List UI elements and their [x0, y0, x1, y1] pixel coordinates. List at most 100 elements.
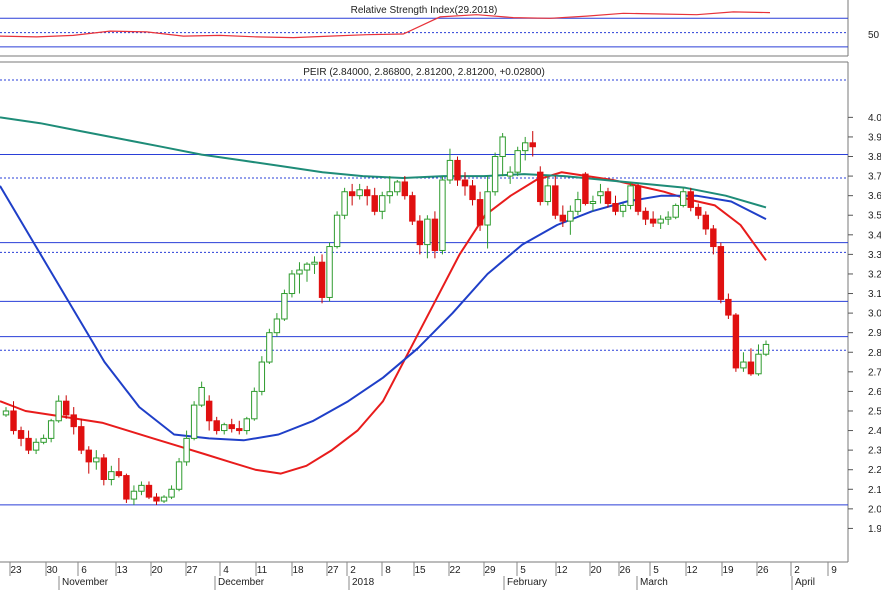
date-axis: 23 30 6 13 20 27 4 11 18 27 2 8 15 22 29 5 12 20 26 5 12 19 26…: [9, 562, 837, 590]
x-day-label: 18: [292, 565, 304, 576]
x-day-label: 26: [619, 565, 631, 576]
candle-down: [552, 185, 559, 216]
candle-down: [78, 426, 85, 451]
x-day-label: 27: [327, 565, 339, 576]
y-tick-label: 3.8: [868, 152, 881, 163]
candle-up: [221, 424, 228, 432]
candle-up: [47, 420, 55, 439]
x-day-label: 19: [722, 565, 734, 576]
candle-down: [695, 206, 702, 216]
candle-up: [424, 218, 431, 246]
candle-down: [371, 195, 378, 212]
candle-up: [55, 400, 62, 422]
candle-down: [318, 261, 326, 298]
candle-down: [612, 202, 619, 212]
candle-up: [2, 410, 10, 416]
candle-up: [672, 204, 679, 218]
candle-down: [702, 214, 710, 230]
candle-down: [85, 449, 92, 463]
candle-up: [138, 484, 145, 492]
candle-up: [303, 263, 311, 271]
rsi-tick-label: 50: [868, 30, 880, 41]
y-tick-label: 3.4: [868, 230, 881, 241]
candle-down: [732, 314, 740, 369]
x-day-label: 6: [81, 565, 87, 576]
candle-up: [266, 332, 273, 363]
x-day-label: 8: [385, 565, 391, 576]
candle-up: [567, 210, 574, 222]
candle-down: [687, 191, 694, 208]
candle-up: [379, 195, 386, 212]
y-tick-label: 3.1: [868, 289, 881, 300]
y-tick-label: 2.4: [868, 426, 881, 437]
rsi-line: [0, 11, 771, 39]
candle-down: [537, 171, 544, 203]
y-tick-label: 2.2: [868, 465, 881, 476]
rsi-title: Relative Strength Index(29.2018): [351, 5, 498, 16]
x-day-label: 11: [257, 565, 268, 576]
candle-down: [213, 420, 220, 432]
y-tick-label: 2.5: [868, 406, 881, 417]
candle-down: [236, 428, 243, 432]
candle-down: [582, 173, 589, 204]
candle-up: [627, 185, 634, 206]
candle-down: [604, 191, 612, 204]
candle-up: [740, 361, 747, 369]
y-tick-label: 3.2: [868, 269, 881, 280]
x-day-label: 22: [449, 565, 461, 576]
candle-down: [454, 159, 461, 181]
x-day-label: 26: [757, 565, 769, 576]
candle-up: [258, 361, 266, 392]
y-tick-label: 3.0: [868, 309, 881, 320]
candle-down: [100, 457, 108, 480]
candle-down: [17, 430, 25, 439]
candle-up: [680, 191, 687, 206]
candle-up: [446, 159, 454, 181]
x-day-label: 30: [46, 565, 58, 576]
candle-up: [190, 404, 198, 439]
y-tick-label: 3.5: [868, 211, 881, 222]
candle-up: [574, 199, 582, 212]
y-tick-label: 2.8: [868, 348, 881, 359]
price-axis: 1.9 2.0 2.1 2.2 2.3 2.4 2.5 2.6 2.7 2.8 2.9 3.0 3.1 3…: [848, 113, 881, 535]
candle-down: [649, 218, 657, 224]
candle-down: [228, 424, 235, 430]
x-day-label: 2: [794, 565, 800, 576]
x-day-label: 5: [653, 565, 659, 576]
x-day-label: 20: [590, 565, 602, 576]
candle-up: [664, 216, 672, 220]
candle-down: [363, 189, 371, 197]
candle-down: [710, 228, 717, 248]
candle-up: [333, 214, 341, 248]
x-day-label: 12: [556, 565, 568, 576]
candle-down: [642, 210, 649, 220]
candle-up: [506, 171, 514, 177]
candle-up: [499, 136, 506, 158]
candle-down: [115, 471, 123, 477]
candle-down: [431, 218, 439, 251]
candle-up: [762, 343, 770, 355]
candle-down: [409, 195, 416, 222]
candle-up: [281, 293, 288, 320]
candle-down: [529, 142, 536, 148]
y-tick-label: 3.7: [868, 172, 881, 183]
x-day-label: 13: [116, 565, 128, 576]
x-day-label: 23: [10, 565, 22, 576]
candle-down: [634, 185, 642, 212]
y-tick-label: 2.3: [868, 446, 881, 457]
candle-up: [386, 191, 393, 197]
candle-up: [439, 179, 446, 251]
y-tick-label: 2.1: [868, 485, 881, 496]
x-month-label: December: [218, 577, 265, 588]
y-tick-label: 3.3: [868, 250, 881, 261]
moving-average-long: [0, 116, 767, 209]
candle-up: [311, 261, 318, 265]
candle-down: [62, 400, 70, 416]
candle-down: [205, 400, 213, 422]
candle-down: [469, 185, 476, 201]
candle-up: [394, 181, 401, 193]
x-day-label: 27: [186, 565, 198, 576]
candle-down: [348, 191, 356, 197]
